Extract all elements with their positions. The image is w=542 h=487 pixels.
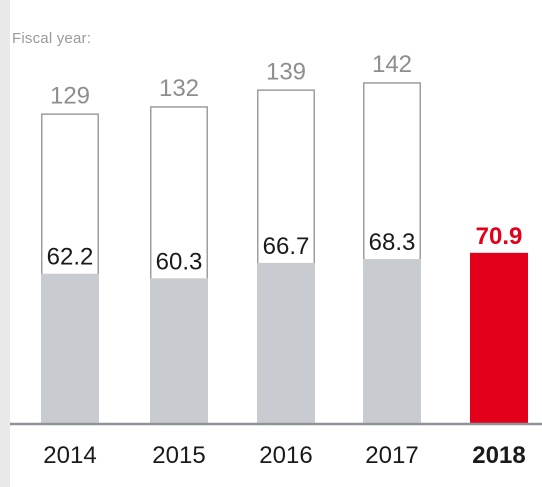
value-label-2014: 62.2 <box>47 244 94 271</box>
category-label-2015: 2015 <box>152 442 205 469</box>
total-label-2014: 129 <box>50 82 90 109</box>
category-label-2018: 2018 <box>472 442 525 469</box>
category-label-2014: 2014 <box>43 442 96 469</box>
left-rule <box>0 0 10 487</box>
chart-subtitle: Fiscal year: <box>12 30 92 47</box>
total-label-2017: 142 <box>372 51 412 78</box>
category-label-2016: 2016 <box>259 442 312 469</box>
bar-fill-2016 <box>257 262 315 423</box>
value-label-2017: 68.3 <box>369 229 416 256</box>
bar-fill-2014 <box>41 273 99 423</box>
category-label-2017: 2017 <box>365 442 418 469</box>
total-label-2015: 132 <box>159 75 199 102</box>
value-label-2018: 70.9 <box>476 223 523 250</box>
value-label-2015: 60.3 <box>156 248 203 275</box>
bar-fill-2018 <box>470 252 528 423</box>
bar-fill-2015 <box>150 278 208 423</box>
value-label-2016: 66.7 <box>263 233 310 260</box>
total-label-2016: 139 <box>266 58 306 85</box>
bar-fill-2017 <box>363 259 421 423</box>
